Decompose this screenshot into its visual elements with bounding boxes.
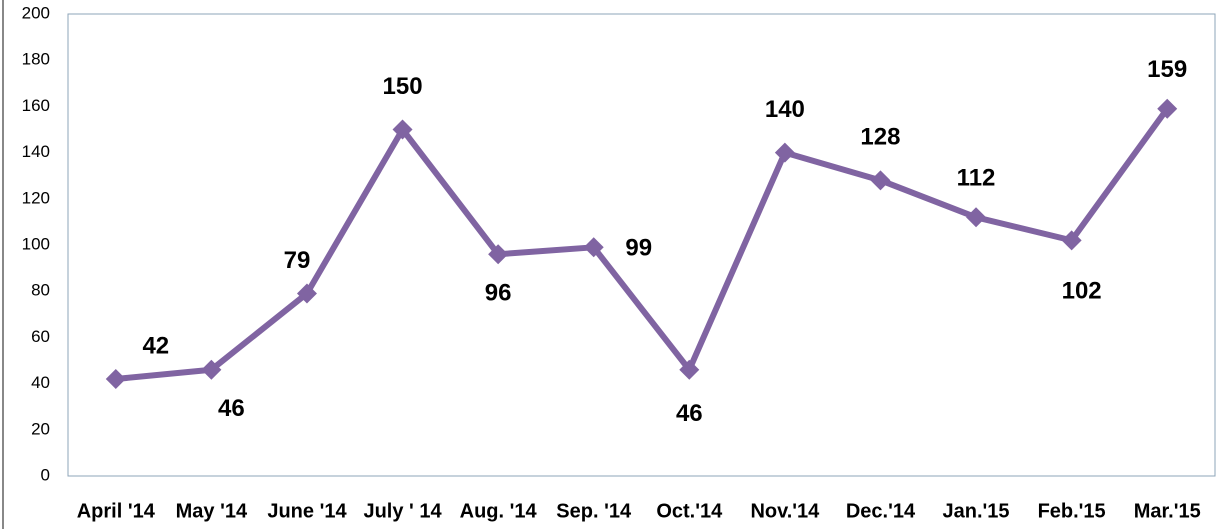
y-tick-label: 60 xyxy=(31,327,50,346)
data-label: 42 xyxy=(142,332,169,359)
x-tick-label: May '14 xyxy=(176,500,248,522)
y-tick-label: 160 xyxy=(22,96,50,115)
data-label: 99 xyxy=(625,235,652,262)
marker xyxy=(679,359,700,380)
marker xyxy=(870,170,891,191)
x-tick-label: Feb.'15 xyxy=(1038,500,1106,522)
marker xyxy=(583,237,604,258)
data-label: 112 xyxy=(957,165,996,192)
marker xyxy=(774,142,795,163)
x-tick-label: July ' 14 xyxy=(363,500,442,522)
y-tick-label: 20 xyxy=(31,419,50,438)
x-tick-label: Sep. '14 xyxy=(556,500,632,522)
marker xyxy=(392,119,413,140)
data-label: 150 xyxy=(383,73,423,100)
marker xyxy=(1061,230,1082,251)
marker xyxy=(201,359,222,380)
data-label: 128 xyxy=(860,124,900,151)
y-tick-label: 180 xyxy=(22,50,50,69)
x-tick-label: Mar.'15 xyxy=(1134,500,1201,522)
marker xyxy=(1157,98,1178,119)
marker xyxy=(488,244,509,265)
y-tick-label: 120 xyxy=(22,188,50,207)
y-tick-label: 200 xyxy=(22,3,50,22)
x-tick-label: Oct.'14 xyxy=(656,500,723,522)
marker xyxy=(105,368,126,389)
data-label: 159 xyxy=(1147,56,1187,83)
series-line xyxy=(115,106,1170,382)
y-tick-label: 140 xyxy=(22,142,50,161)
y-tick-label: 40 xyxy=(31,373,50,392)
data-label: 102 xyxy=(1062,278,1102,305)
x-tick-label: Aug. '14 xyxy=(460,500,538,522)
x-tick-label: Jan.'15 xyxy=(943,500,1010,522)
x-tick-label: June '14 xyxy=(267,500,347,522)
y-tick-label: 80 xyxy=(31,281,50,300)
x-tick-label: Nov.'14 xyxy=(750,500,820,522)
data-label: 79 xyxy=(284,247,311,274)
data-label: 46 xyxy=(676,400,703,427)
data-label: 46 xyxy=(218,395,245,422)
data-label: 140 xyxy=(765,96,805,123)
plot-area xyxy=(67,13,1216,477)
x-tick-label: Dec.'14 xyxy=(846,500,916,522)
y-tick-label: 0 xyxy=(41,465,50,484)
marker xyxy=(296,283,317,304)
data-label: 96 xyxy=(485,280,512,307)
marker xyxy=(966,207,987,228)
y-tick-label: 100 xyxy=(22,234,50,253)
x-tick-label: April '14 xyxy=(77,500,156,522)
